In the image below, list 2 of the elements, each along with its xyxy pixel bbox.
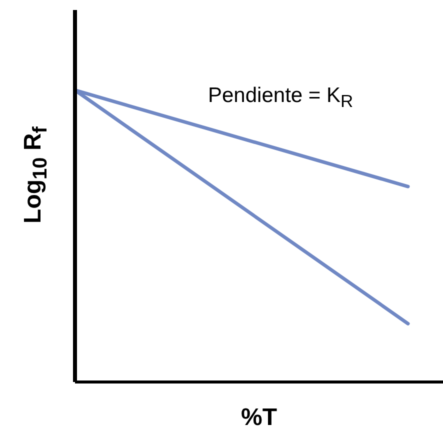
annotation: Pendiente = K$_{R}$ bbox=[208, 84, 354, 112]
x-axis-title: %T bbox=[240, 404, 278, 432]
